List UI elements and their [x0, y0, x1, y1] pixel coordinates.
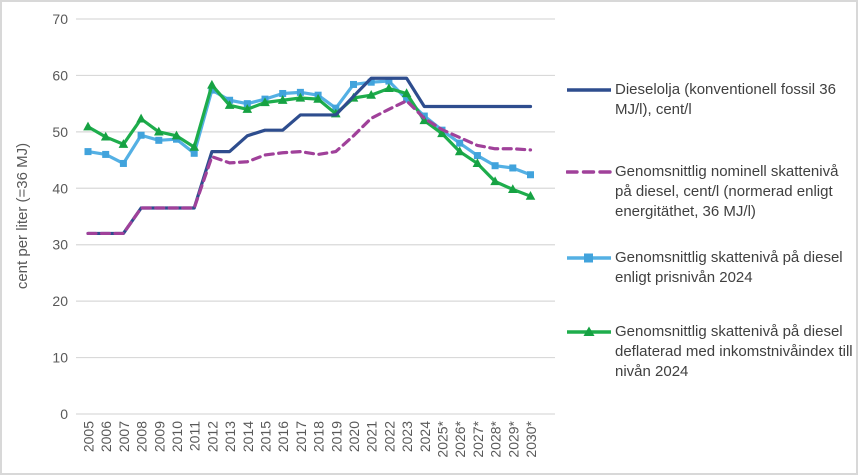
- svg-text:2017: 2017: [293, 421, 309, 452]
- legend-item-dieselolja: Dieselolja (konventionell fossil 36 MJ/l…: [566, 80, 855, 120]
- svg-text:10: 10: [52, 350, 68, 366]
- svg-text:2010: 2010: [169, 421, 185, 452]
- legend-marker-lightblue-square-line: [567, 253, 611, 263]
- svg-text:2025*: 2025*: [435, 420, 451, 457]
- svg-text:2014: 2014: [240, 421, 256, 452]
- svg-text:2019: 2019: [328, 421, 344, 452]
- svg-text:2024: 2024: [417, 421, 433, 452]
- svg-text:2006: 2006: [98, 421, 114, 452]
- svg-text:2011: 2011: [187, 421, 203, 451]
- legend-label-prisnivan-2024: Genomsnittlig skattenivå på diesel enlig…: [615, 249, 843, 286]
- svg-text:2028*: 2028*: [488, 420, 504, 457]
- svg-text:2027*: 2027*: [470, 420, 486, 457]
- svg-text:2026*: 2026*: [452, 420, 468, 457]
- chart-legend: Dieselolja (konventionell fossil 36 MJ/l…: [566, 2, 856, 473]
- svg-text:2021: 2021: [364, 421, 380, 452]
- svg-text:2009: 2009: [151, 421, 167, 452]
- legend-marker-navy-line: [567, 88, 611, 92]
- svg-text:2016: 2016: [275, 421, 291, 452]
- svg-text:2018: 2018: [311, 421, 327, 452]
- svg-text:30: 30: [52, 237, 68, 253]
- svg-text:50: 50: [52, 124, 68, 140]
- svg-text:2015: 2015: [258, 421, 274, 452]
- legend-label-inkomstnivaindex: Genomsnittlig skattenivå på diesel defla…: [615, 323, 853, 380]
- svg-text:2007: 2007: [116, 421, 132, 452]
- svg-text:60: 60: [52, 67, 68, 83]
- svg-text:0: 0: [60, 406, 68, 422]
- legend-marker-green-triangle-line: [567, 326, 611, 336]
- legend-item-nominell-skatteniva: Genomsnittlig nominell skattenivå på die…: [566, 162, 855, 222]
- svg-text:2022: 2022: [381, 421, 397, 452]
- svg-text:2012: 2012: [204, 421, 220, 452]
- svg-text:2029*: 2029*: [505, 420, 521, 457]
- svg-text:20: 20: [52, 293, 68, 309]
- svg-text:2005: 2005: [81, 421, 97, 452]
- svg-text:70: 70: [52, 11, 68, 27]
- svg-text:2008: 2008: [134, 421, 150, 452]
- legend-label-nominell-skatteniva: Genomsnittlig nominell skattenivå på die…: [615, 163, 839, 220]
- svg-text:40: 40: [52, 180, 68, 196]
- svg-text:cent per liter (=36 MJ): cent per liter (=36 MJ): [14, 143, 31, 289]
- svg-text:2030*: 2030*: [523, 420, 539, 457]
- legend-marker-purple-dashed-line: [566, 170, 612, 174]
- legend-label-dieselolja: Dieselolja (konventionell fossil 36 MJ/l…: [615, 81, 836, 118]
- svg-text:2020: 2020: [346, 421, 362, 452]
- legend-item-inkomstnivaindex: Genomsnittlig skattenivå på diesel defla…: [566, 322, 855, 382]
- svg-text:2023: 2023: [399, 421, 415, 452]
- svg-text:2013: 2013: [222, 421, 238, 452]
- legend-item-prisnivan-2024: Genomsnittlig skattenivå på diesel enlig…: [566, 248, 855, 288]
